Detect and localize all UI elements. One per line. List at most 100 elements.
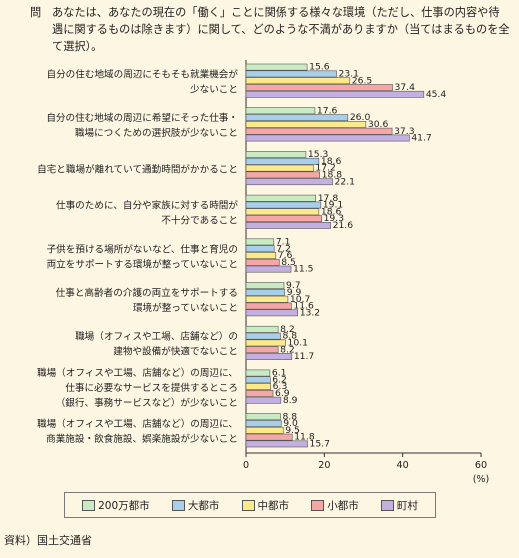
data-label: 37.3 <box>394 126 415 137</box>
data-label: 26.0 <box>350 112 371 123</box>
data-label: 18.6 <box>321 156 342 167</box>
bar-chart: 0 20 40 60 (%) 15.6 23.126.5 37.4 45.4 自分の住む地域の周辺… <box>37 60 490 485</box>
legend-label: 小都市 <box>327 499 359 512</box>
category-label: 商業施設・飲食施設、娯楽施設が少ないこと <box>46 433 238 445</box>
category-label: 仕事のために、自分や家族に対する時間が <box>56 200 238 212</box>
data-label: 11.5 <box>293 264 314 275</box>
bar <box>245 77 351 85</box>
data-label: 11.6 <box>293 301 314 312</box>
legend-label: 中都市 <box>257 499 290 512</box>
bar <box>245 309 299 317</box>
data-label: 9.5 <box>285 425 300 436</box>
legend-item: 大都市 <box>171 498 220 513</box>
data-label: 11.7 <box>294 351 315 362</box>
bar <box>245 127 393 135</box>
data-label: 13.2 <box>300 307 320 318</box>
data-label: 21.6 <box>333 220 354 231</box>
bar <box>245 440 308 448</box>
category-label: 仕事に必要なサービスを提供するところ <box>65 382 238 394</box>
data-label: 17.2 <box>315 163 335 174</box>
data-label: 7.2 <box>276 243 291 254</box>
data-label: 15.3 <box>308 149 329 160</box>
category-label: 自宅と職場が離れていて通勤時間がかかること <box>37 163 238 175</box>
x-tick-label: 60 <box>475 460 487 471</box>
bar <box>245 325 279 333</box>
bar <box>245 396 282 404</box>
data-label: 45.4 <box>426 89 447 100</box>
bar <box>245 252 277 259</box>
category-label: 自分の住む地域の周辺に希望にそった仕事・ <box>46 112 238 124</box>
category-label: 少ないこと <box>190 85 238 96</box>
x-unit-label: (%) <box>473 474 490 485</box>
bar <box>245 302 292 310</box>
data-label: 6.3 <box>273 381 288 392</box>
data-label: 37.4 <box>394 82 415 93</box>
bar <box>245 288 286 296</box>
bar <box>245 282 285 289</box>
legend-item: 小都市 <box>311 498 359 513</box>
data-label: 18.8 <box>322 170 343 181</box>
data-label: 18.6 <box>321 206 342 217</box>
question-block: 問 あなたは、あなたの現在の「働く」ことに関係する様々な環境（ただし、仕事の内容… <box>30 4 510 55</box>
bar <box>245 171 320 179</box>
data-label: 8.8 <box>282 411 297 422</box>
category-label: 建物や設備が快適でないこと <box>113 346 238 358</box>
bar <box>245 63 308 71</box>
category-label: 仕事と高齢者の介護の両立をサポートする <box>56 287 238 299</box>
category-label: 職場（オフィスや工場、店舗など）の周辺に、 <box>37 367 238 379</box>
x-tick-label: 20 <box>318 460 330 471</box>
legend-label: 大都市 <box>187 499 220 512</box>
data-label: 23.1 <box>338 69 358 80</box>
legend: 200万都市 大都市 中都市 小都市 町村 <box>64 492 436 518</box>
category-label: 不十分であること <box>161 215 238 227</box>
legend-label: 200万都市 <box>98 499 150 512</box>
bar <box>245 178 333 186</box>
data-label: 26.5 <box>352 75 373 86</box>
bar <box>245 194 317 202</box>
bar <box>245 215 322 222</box>
data-label: 17.6 <box>317 105 338 116</box>
legend-swatch <box>311 499 325 511</box>
bar <box>245 134 410 142</box>
bar <box>245 107 316 115</box>
legend-swatch <box>380 499 394 511</box>
legend-swatch <box>241 499 255 511</box>
bar <box>245 245 275 253</box>
data-label: 9.9 <box>287 287 302 298</box>
data-label: 7.6 <box>278 250 293 261</box>
data-label: 6.2 <box>272 374 287 385</box>
data-label: 8.9 <box>283 395 298 406</box>
question-text: あなたは、あなたの現在の「働く」ことに関係する様々な環境（ただし、仕事の内容や待… <box>52 6 510 53</box>
bar <box>245 346 279 354</box>
bar <box>245 84 393 91</box>
data-label: 19.3 <box>324 213 345 224</box>
data-label: 8.2 <box>280 324 295 335</box>
data-label: 7.1 <box>276 237 291 248</box>
question-label: 問 <box>30 6 42 19</box>
bar <box>245 369 271 377</box>
x-tick-label: 0 <box>243 460 249 471</box>
data-label: 9.0 <box>283 418 298 429</box>
category-label: 自分の住む地域の周辺にそもそも就業機会が <box>47 69 239 81</box>
legend-swatch <box>171 499 185 511</box>
bar <box>245 208 320 216</box>
bar <box>245 151 307 158</box>
data-label: 41.7 <box>411 133 432 144</box>
bar <box>245 114 349 121</box>
data-label: 8.2 <box>280 344 295 355</box>
bar <box>245 332 281 340</box>
bar <box>245 339 286 347</box>
legend-item: 町村 <box>380 498 418 513</box>
bar <box>245 238 275 246</box>
data-label: 15.7 <box>309 439 330 450</box>
bar <box>245 121 367 128</box>
data-label: 17.8 <box>318 193 339 204</box>
data-label: 9.7 <box>286 280 301 291</box>
legend-label: 町村 <box>396 499 418 512</box>
category-label: 職場（オフィスや工場、店舗など）の周辺に、 <box>37 418 238 430</box>
bar <box>245 383 271 390</box>
bar <box>245 222 331 229</box>
bar <box>245 164 314 172</box>
data-label: 11.8 <box>294 432 315 443</box>
data-label: 10.7 <box>290 294 311 305</box>
